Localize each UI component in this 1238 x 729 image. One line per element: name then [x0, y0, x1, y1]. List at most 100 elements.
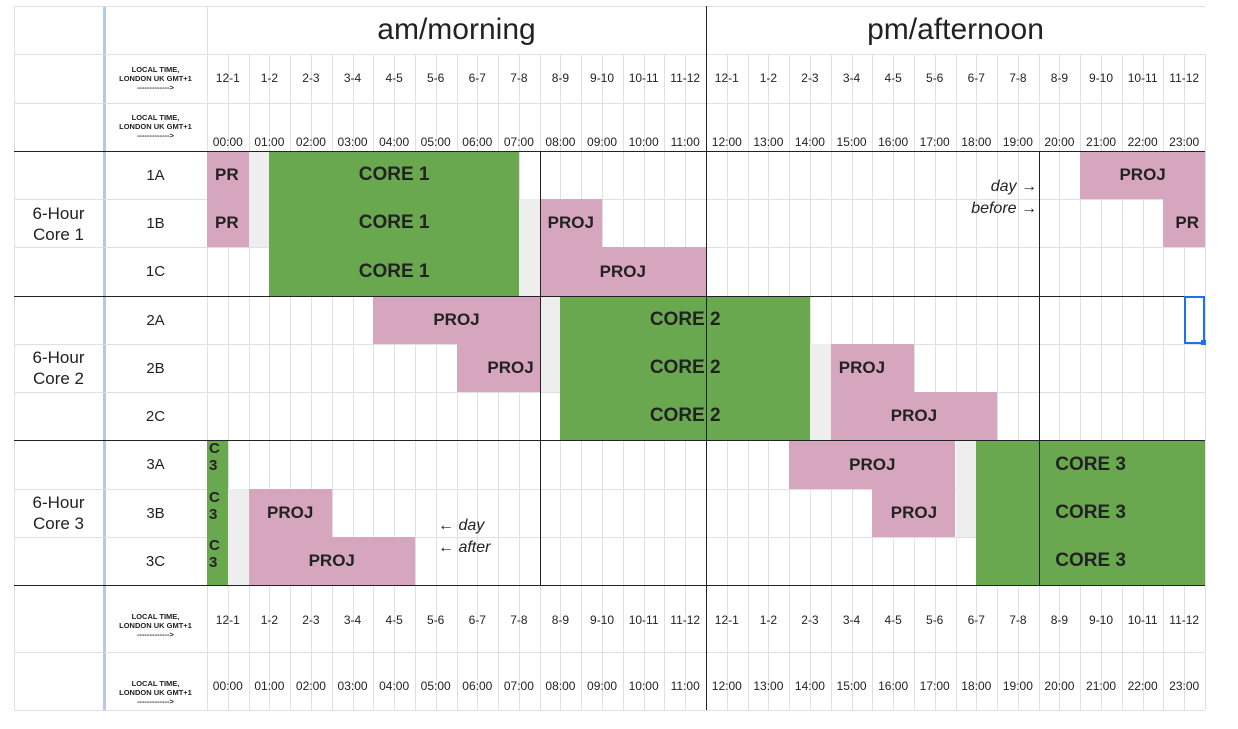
hour-time-label: 22:00	[1127, 679, 1158, 693]
hour-range-label: 9-10	[590, 71, 615, 85]
proj-block[interactable]: PR	[207, 199, 249, 247]
core-block[interactable]: CORE 2	[560, 344, 810, 392]
hour-range-label: 3-4	[842, 613, 861, 627]
row-label: 3C	[145, 552, 166, 570]
hour-time-label: 07:00	[503, 679, 534, 693]
proj-block[interactable]: PROJ	[248, 489, 332, 537]
gap-cell	[809, 392, 831, 440]
core-block[interactable]: CORE 2	[560, 296, 810, 344]
group-label: 6-Hour Core 2	[14, 296, 103, 440]
timeline-left-border	[207, 6, 208, 710]
row-label: 2B	[146, 359, 165, 377]
note-line: ← day	[438, 517, 485, 534]
note-line: before →	[971, 200, 1037, 217]
half-hour-gridline	[394, 54, 396, 710]
row-label: 2A	[146, 311, 165, 329]
proj-block[interactable]: PR	[1163, 199, 1205, 247]
am-pm-divider	[706, 6, 707, 151]
hour-range-label: 5-6	[427, 71, 445, 85]
note-day-before: day → before →	[945, 176, 1037, 220]
hour-range-label: 1-2	[260, 71, 279, 85]
hour-divider	[1038, 151, 1040, 585]
proj-block[interactable]: PROJ	[373, 296, 540, 344]
hour-range-label: 4-5	[884, 613, 902, 627]
proj-block[interactable]: PROJ	[539, 247, 706, 296]
hour-time-label: 00:00	[212, 135, 243, 149]
selection-handle[interactable]	[1201, 340, 1206, 345]
gap-cell	[955, 489, 977, 537]
hour-time-label: 03:00	[337, 135, 368, 149]
local-time-label-line3: ------------->	[137, 82, 174, 92]
half-hour-gridline	[1184, 54, 1186, 710]
note-line: day →	[990, 178, 1037, 195]
half-hour-gridline	[997, 54, 999, 710]
hour-range-label: 6-7	[468, 71, 486, 85]
local-time-label: LOCAL TIME, LONDON UK GMT+1 ------------->	[104, 112, 207, 140]
proj-block[interactable]: PROJ	[789, 440, 956, 489]
proj-block[interactable]: PROJ	[248, 537, 415, 585]
hour-time-label: 08:00	[545, 679, 576, 693]
core-block[interactable]: CORE 1	[269, 199, 519, 247]
group-divider	[14, 151, 1205, 152]
hour-range-label: 9-10	[1089, 71, 1114, 85]
half-hour-gridline	[1121, 54, 1123, 710]
gap-cell	[955, 440, 977, 489]
core-block[interactable]: C 3	[207, 440, 228, 489]
proj-block[interactable]: PROJ	[830, 392, 998, 440]
hour-range-label: 10-11	[628, 71, 659, 85]
proj-block[interactable]: PROJ	[1080, 151, 1205, 199]
half-hour-gridline	[435, 54, 437, 710]
hour-range-label: 12-1	[215, 613, 240, 627]
row-label: 3A	[146, 456, 165, 473]
core-block[interactable]: C 3	[207, 537, 228, 585]
hour-time-label: 16:00	[878, 135, 909, 149]
proj-block[interactable]: PROJ	[830, 344, 914, 392]
gap-cell	[539, 296, 561, 344]
row-gridline	[14, 103, 1205, 104]
local-time-label-line1: LOCAL TIME,	[131, 112, 180, 122]
hour-range-label: 6-7	[967, 613, 985, 627]
hour-range-label: 3-4	[842, 71, 861, 85]
core-block[interactable]: CORE 3	[976, 440, 1205, 489]
core-block[interactable]: CORE 3	[976, 489, 1205, 537]
hour-range-label: 8-9	[1050, 613, 1069, 627]
hour-time-label: 16:00	[878, 679, 909, 693]
core-block[interactable]: CORE 2	[560, 392, 810, 440]
half-hour-gridline	[1101, 54, 1103, 710]
proj-block[interactable]: PROJ	[872, 489, 956, 537]
group-label-label_line2: Core 2	[32, 369, 85, 388]
hour-time-label: 15:00	[836, 135, 867, 149]
half-hour-gridline	[1163, 54, 1165, 710]
gap-cell	[539, 344, 561, 392]
hour-time-label: 21:00	[1086, 679, 1117, 693]
core-block[interactable]: C 3	[207, 489, 228, 537]
hour-time-label: 17:00	[919, 679, 950, 693]
hour-range-label: 8-9	[551, 613, 570, 627]
left-border-line	[14, 6, 15, 710]
hour-range-label: 4-5	[385, 71, 403, 85]
hour-time-label: 10:00	[628, 679, 659, 693]
hour-range-label: 7-8	[1009, 613, 1027, 627]
hour-range-label: 2-3	[801, 71, 819, 85]
core-block[interactable]: CORE 1	[269, 247, 519, 296]
hour-time-label: 13:00	[753, 679, 784, 693]
local-time-label-line1: LOCAL TIME,	[131, 611, 180, 621]
hour-time-label: 09:00	[587, 679, 618, 693]
half-hour-gridline	[955, 54, 957, 710]
core-block[interactable]: CORE 3	[976, 537, 1205, 585]
hour-time-label: 07:00	[503, 135, 534, 149]
selected-cell[interactable]	[1184, 296, 1205, 344]
core-block[interactable]: CORE 1	[269, 151, 519, 199]
proj-block[interactable]: PROJ	[456, 344, 540, 392]
proj-block[interactable]: PROJ	[539, 199, 603, 247]
local-time-label-line1: LOCAL TIME,	[131, 678, 180, 688]
proj-block[interactable]: PR	[207, 151, 249, 199]
hour-range-label: 5-6	[926, 613, 944, 627]
hour-time-label: 17:00	[919, 135, 950, 149]
hour-divider	[539, 151, 541, 585]
hour-time-label: 04:00	[379, 679, 410, 693]
note-day-after: ← day ← after	[438, 515, 528, 559]
hour-range-label: 7-8	[510, 71, 528, 85]
row-label: 3B	[146, 504, 165, 522]
hour-time-label: 14:00	[794, 679, 825, 693]
